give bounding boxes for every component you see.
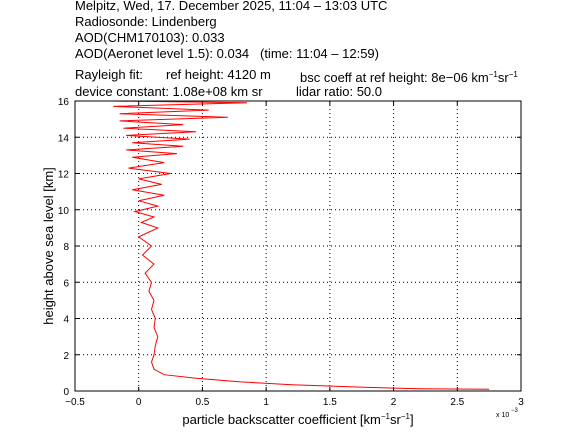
y-tick-label: 6 — [63, 278, 69, 289]
x-axis-label-part: −1 — [381, 412, 391, 421]
bsc-coeff-exp2: −1 — [508, 70, 518, 79]
header-lidar-ratio: lidar ratio: 50.0 — [296, 84, 382, 99]
header-device-constant: device constant: 1.08e+08 km sr — [75, 84, 263, 99]
y-tick-label: 16 — [58, 97, 70, 108]
x-axis-label-part: −1 — [401, 412, 411, 421]
x-tick-label: 1 — [263, 397, 269, 408]
header-line-aod-chm: AOD(CHM170103): 0.033 — [75, 30, 225, 45]
tick-layer — [74, 100, 522, 392]
y-tick-label: 0 — [63, 387, 69, 398]
x-axis-label-part: particle backscatter coefficient [km — [182, 412, 380, 427]
plot-frame — [74, 100, 522, 392]
x-multiplier-exp: −3 — [511, 408, 519, 414]
x-tick-label: 1.5 — [323, 397, 337, 408]
x-multiplier-label: x 10 — [496, 412, 509, 419]
x-tick-label: 2 — [391, 397, 397, 408]
y-tick-label: 2 — [63, 351, 69, 362]
header-line-aod-aeronet: AOD(Aeronet level 1.5): 0.034 (time: 11:… — [75, 46, 379, 61]
x-tick-label: −0.5 — [65, 397, 85, 408]
y-axis-label: height above sea level [km] — [41, 167, 56, 325]
series-layer — [100, 100, 490, 390]
grid-layer — [75, 101, 521, 391]
bsc-coeff-sr: sr — [497, 70, 509, 85]
header-ref-height: ref height: 4120 m — [166, 67, 271, 82]
x-tick-label: 0 — [136, 397, 142, 408]
series-line-0 — [100, 100, 490, 390]
x-axis-label-part: ] — [410, 412, 414, 427]
header-rayleigh-fit: Rayleigh fit: — [75, 67, 143, 82]
y-tick-label: 14 — [58, 133, 70, 144]
y-tick-label: 4 — [63, 315, 69, 326]
header-bsc-coeff: bsc coeff at ref height: 8e−06 km−1sr−1 — [300, 67, 518, 85]
y-tick-label: 12 — [58, 170, 70, 181]
header-line-location: Melpitz, Wed, 17. December 2025, 11:04 –… — [75, 0, 388, 13]
x-tick-label: 2.5 — [450, 397, 464, 408]
x-tick-label: 3 — [518, 397, 524, 408]
header-line-radiosonde: Radiosonde: Lindenberg — [75, 14, 217, 29]
x-axis-label: particle backscatter coefficient [km−1sr… — [182, 412, 413, 427]
rayleigh-fit-label: Rayleigh fit: — [75, 67, 143, 82]
bsc-coeff-exp1: −1 — [488, 70, 498, 79]
bsc-coeff-text: bsc coeff at ref height: 8e−06 km — [300, 70, 489, 85]
y-tick-label: 10 — [58, 206, 70, 217]
x-tick-label: 0.5 — [195, 397, 209, 408]
x-axis-label-part: sr — [390, 412, 402, 427]
y-tick-label: 8 — [63, 242, 69, 253]
